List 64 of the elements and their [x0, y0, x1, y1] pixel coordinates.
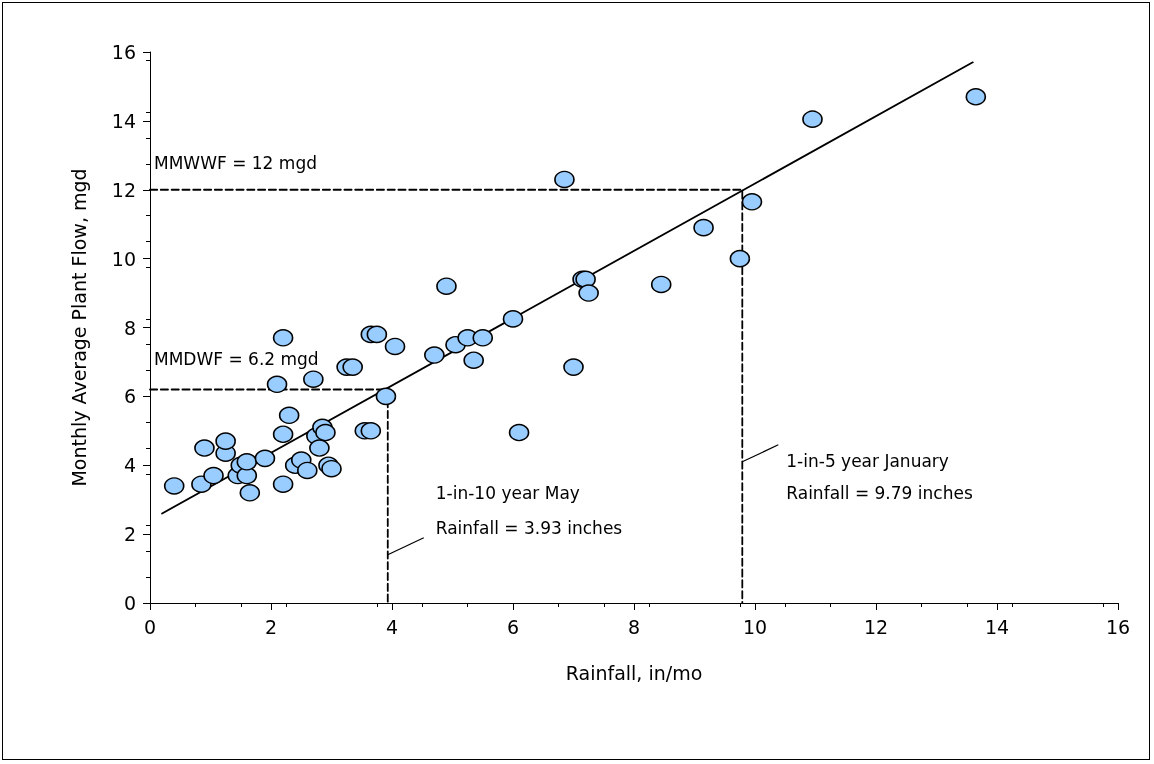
point — [693, 218, 714, 237]
point — [650, 275, 672, 294]
point — [360, 422, 382, 440]
y-tick-label: 16 — [111, 41, 136, 63]
y-tick-label: 0 — [123, 592, 136, 614]
annotation: MMDWF = 6.2 mgd — [154, 349, 319, 370]
point — [315, 423, 336, 442]
point — [272, 475, 294, 493]
annotation: Rainfall = 3.93 inches — [435, 518, 623, 538]
point — [272, 329, 294, 347]
y-tick-label: 14 — [111, 109, 136, 132]
y-tick-label: 8 — [123, 316, 136, 339]
point — [472, 329, 493, 347]
point — [215, 432, 236, 450]
annotation: 1-in-10 year May — [435, 483, 580, 503]
point — [272, 425, 294, 443]
point — [554, 170, 575, 189]
x-tick-label: 0 — [143, 615, 157, 638]
point — [236, 466, 258, 485]
point — [384, 337, 406, 356]
point — [366, 325, 388, 344]
y-tick-label: 6 — [123, 385, 136, 408]
point — [802, 110, 823, 128]
x-tick-label: 2 — [264, 615, 278, 638]
y-axis-title: Monthly Average Plant Flow, mgd — [67, 168, 90, 487]
x-tick-label: 16 — [1105, 615, 1131, 638]
x-tick-label: 10 — [742, 615, 768, 638]
point — [563, 358, 584, 376]
point — [502, 310, 524, 328]
point — [254, 449, 276, 468]
point — [424, 346, 445, 364]
annotation: Rainfall = 9.79 inches — [786, 483, 973, 503]
point — [321, 459, 342, 478]
point — [297, 461, 318, 480]
x-tick-label: 8 — [627, 615, 641, 638]
point — [375, 387, 397, 406]
x-tick-label: 12 — [863, 615, 889, 638]
point — [309, 439, 330, 457]
point — [463, 351, 484, 369]
x-tick-label: 4 — [385, 615, 399, 638]
x-tick-label: 6 — [506, 615, 520, 638]
point — [194, 439, 215, 457]
y-tick-label: 12 — [111, 178, 136, 201]
point — [163, 477, 185, 495]
point — [508, 423, 530, 442]
point — [239, 484, 261, 502]
y-tick-label: 2 — [123, 523, 136, 546]
point — [236, 453, 258, 471]
point — [578, 284, 599, 302]
y-tick-label: 10 — [111, 247, 136, 270]
y-tick-label: 4 — [123, 454, 136, 477]
point — [741, 193, 763, 211]
point — [303, 370, 324, 388]
point — [729, 249, 751, 268]
annotation: MMWWF = 12 mgd — [154, 152, 317, 173]
point — [203, 466, 224, 485]
point — [342, 358, 363, 376]
point — [965, 88, 987, 106]
point — [266, 375, 288, 394]
x-tick-label: 14 — [984, 615, 1010, 638]
annotation: 1-in-5 year January — [786, 451, 949, 471]
x-axis-title: Rainfall, in/mo — [565, 661, 703, 684]
point — [436, 277, 457, 295]
point — [278, 406, 300, 425]
